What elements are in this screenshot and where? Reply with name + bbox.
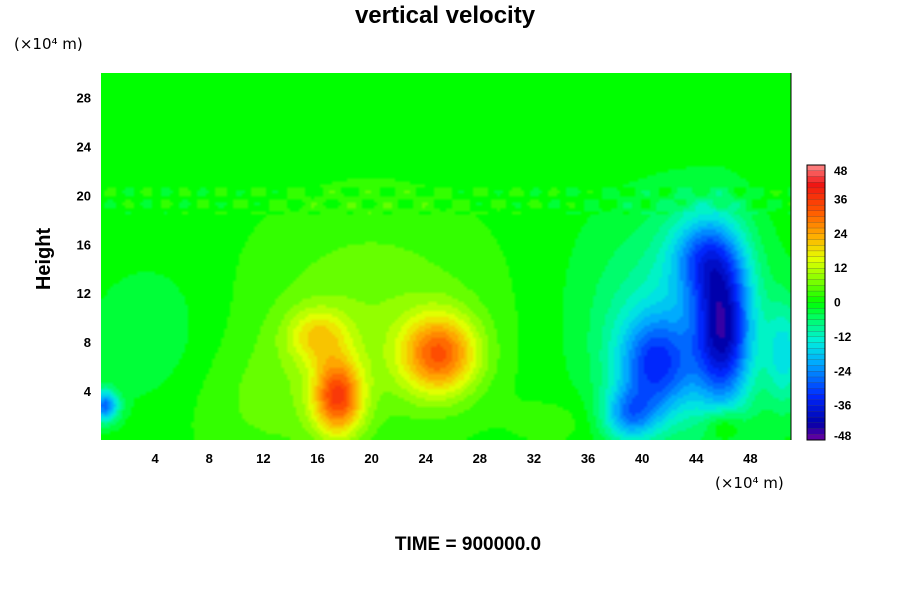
- y-tick-label: 28: [77, 90, 91, 105]
- x-tick-label: 48: [743, 451, 757, 466]
- colorbar-band: [806, 359, 826, 366]
- colorbar-band: [806, 193, 826, 200]
- x-axis-ticks: 4 8 12 16 20 24 28 32 36 40 44 48: [152, 451, 758, 466]
- colorbar-band: [806, 376, 826, 384]
- colorbar-band: [806, 371, 826, 378]
- y-tick-label: 20: [77, 188, 91, 203]
- colorbar-band: [806, 302, 826, 309]
- colorbar-band: [806, 250, 826, 258]
- colorbar-band: [806, 216, 826, 223]
- colorbar-tick-label: 12: [834, 261, 848, 275]
- colorbar-band: [806, 336, 826, 344]
- y-tick-label: 24: [77, 139, 92, 154]
- colorbar-band: [806, 182, 826, 189]
- vertical-velocity-field: [101, 73, 791, 440]
- x-tick-label: 4: [152, 451, 160, 466]
- colorbar-band: [806, 290, 826, 298]
- colorbar-bands: [806, 164, 826, 441]
- x-unit-label: (×10⁴ m): [715, 474, 784, 492]
- colorbar-band: [806, 210, 826, 217]
- y-unit-label: (×10⁴ m): [14, 35, 83, 53]
- x-tick-label: 28: [473, 451, 487, 466]
- colorbar-band: [806, 428, 826, 435]
- chart-title: vertical velocity: [355, 2, 536, 29]
- colorbar-band: [806, 239, 826, 246]
- colorbar-band: [806, 422, 826, 429]
- y-tick-label: 16: [77, 237, 91, 252]
- colorbar-band: [806, 308, 826, 315]
- x-tick-label: 36: [581, 451, 595, 466]
- colorbar-band: [806, 405, 826, 412]
- colorbar-band: [806, 342, 826, 349]
- x-tick-label: 44: [689, 451, 704, 466]
- colorbar-band: [806, 256, 826, 263]
- colorbar-band: [806, 285, 826, 292]
- colorbar-band: [806, 416, 826, 424]
- colorbar-band: [806, 365, 826, 372]
- x-tick-label: 8: [206, 451, 213, 466]
- colorbar-band: [806, 262, 826, 269]
- y-tick-label: 12: [77, 286, 91, 301]
- colorbar-tick-label: -48: [834, 429, 852, 443]
- colorbar-tick-label: 24: [834, 227, 848, 241]
- colorbar-tick-label: 48: [834, 164, 848, 178]
- colorbar-band: [806, 411, 826, 418]
- colorbar-band: [806, 170, 826, 177]
- colorbar-ticks: 48 36 24 12 0 -12 -24 -36 -48: [834, 164, 852, 443]
- colorbar-frame: [806, 164, 826, 441]
- colorbar-tick-label: -24: [834, 364, 852, 378]
- colorbar-band: [806, 279, 826, 286]
- colorbar-band: [806, 233, 826, 240]
- colorbar-band: [806, 325, 826, 332]
- x-tick-label: 16: [310, 451, 324, 466]
- colorbar-band: [806, 222, 826, 229]
- x-tick-label: 32: [527, 451, 541, 466]
- colorbar-band: [806, 199, 826, 206]
- colorbar-band: [806, 313, 826, 321]
- colorbar-band: [806, 353, 826, 361]
- time-label: TIME = 900000.0: [395, 534, 541, 555]
- colorbar-band: [806, 164, 826, 172]
- colorbar-band: [806, 331, 826, 338]
- y-axis-ticks: 4 8 12 16 20 24 28: [77, 90, 92, 399]
- y-tick-label: 4: [84, 384, 92, 399]
- colorbar-band: [806, 388, 826, 395]
- x-tick-label: 20: [364, 451, 378, 466]
- colorbar-band: [806, 176, 826, 183]
- colorbar-band: [806, 273, 826, 281]
- colorbar-band: [806, 187, 826, 195]
- x-tick-label: 12: [256, 451, 270, 466]
- colorbar-band: [806, 204, 826, 212]
- colorbar-band: [806, 399, 826, 407]
- colorbar-tick-label: 36: [834, 192, 848, 206]
- plot-area: [101, 73, 792, 440]
- colorbar-band: [806, 296, 826, 303]
- colorbar-tick-label: -12: [834, 330, 852, 344]
- colorbar-band: [806, 319, 826, 326]
- x-tick-label: 24: [418, 451, 433, 466]
- x-tick-label: 40: [635, 451, 649, 466]
- colorbar-band: [806, 394, 826, 401]
- colorbar: 48 36 24 12 0 -12 -24 -36 -48: [806, 164, 852, 443]
- colorbar-tick-label: -36: [834, 399, 852, 413]
- colorbar-band: [806, 382, 826, 389]
- colorbar-tick-label: 0: [834, 296, 841, 310]
- y-axis-label: Height: [33, 228, 55, 291]
- y-tick-label: 8: [84, 335, 91, 350]
- colorbar-band: [806, 268, 826, 275]
- colorbar-band: [806, 348, 826, 355]
- colorbar-band: [806, 245, 826, 252]
- colorbar-band: [806, 227, 826, 235]
- colorbar-band: [806, 434, 826, 441]
